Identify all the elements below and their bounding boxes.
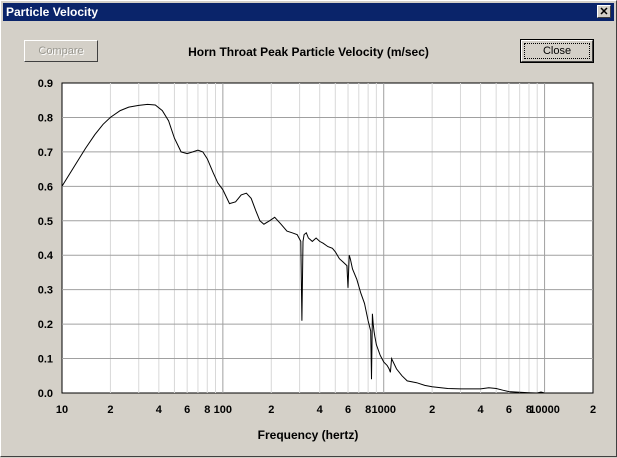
close-button-label: Close [542, 45, 572, 57]
x-tick-label: 6 [184, 404, 190, 416]
x-tick-label: 4 [317, 404, 324, 416]
y-tick-label: 0.0 [38, 388, 53, 400]
plot-area [61, 82, 594, 394]
x-tick-label: 2 [590, 404, 596, 416]
y-tick-labels: 0.0 0.1 0.2 0.3 0.4 0.5 0.6 0.7 0.8 0.9 [38, 78, 54, 400]
grid-lines [62, 83, 593, 393]
x-tick-label: 2 [107, 404, 113, 416]
x-tick-label: 2 [268, 404, 274, 416]
y-tick-label: 0.8 [38, 112, 53, 124]
x-tick-label: 4 [156, 404, 163, 416]
x-tick-label: 10 [56, 404, 68, 416]
title-bar: Particle Velocity ✕ [3, 3, 614, 21]
y-tick-label: 0.5 [38, 216, 53, 228]
x-tick-label: 4 [478, 404, 485, 416]
velocity-series-line [61, 103, 545, 394]
window-title: Particle Velocity [6, 5, 99, 19]
x-axis-label: Frequency (hertz) [257, 428, 359, 442]
x-tick-label: 100 [214, 404, 232, 416]
x-tick-label: 10000 [529, 404, 560, 416]
y-tick-label: 0.4 [38, 250, 54, 262]
x-tick-label: 2 [429, 404, 435, 416]
x-tick-label: 6 [345, 404, 351, 416]
y-tick-label: 0.9 [38, 78, 53, 90]
y-tick-label: 0.1 [38, 354, 53, 366]
x-tick-label: 6 [506, 404, 512, 416]
x-tick-label: 8 [526, 404, 532, 416]
chart-title: Horn Throat Peak Particle Velocity (m/se… [188, 45, 429, 59]
close-window-icon[interactable]: ✕ [597, 5, 611, 18]
x-tick-label: 8 [204, 404, 210, 416]
y-tick-label: 0.3 [38, 285, 53, 297]
close-button-focus-rect [524, 43, 590, 59]
y-tick-label: 0.6 [38, 181, 53, 193]
y-tick-label: 0.2 [38, 319, 53, 331]
y-tick-label: 0.7 [38, 147, 53, 159]
x-tick-label: 8 [365, 404, 371, 416]
close-button[interactable]: Close [520, 39, 594, 63]
compare-button[interactable]: Compare [24, 40, 98, 62]
x-tick-label: 1000 [371, 404, 395, 416]
